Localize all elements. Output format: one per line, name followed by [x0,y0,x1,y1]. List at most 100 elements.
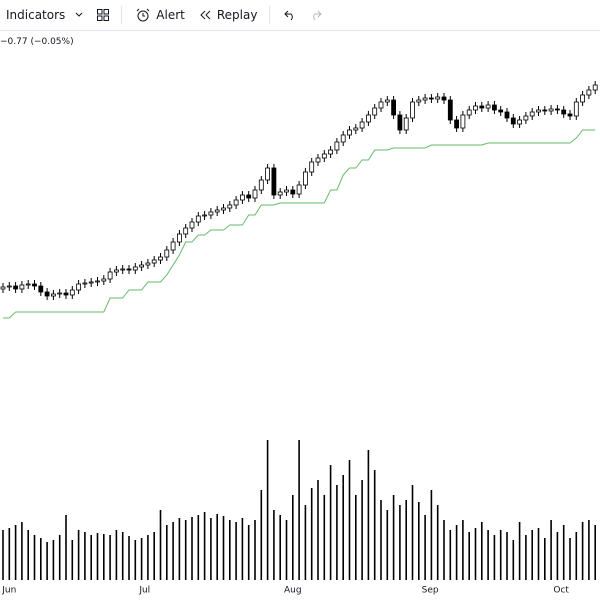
candle-body [353,127,359,131]
candle-body [126,268,132,271]
candle-body [485,104,491,109]
candle-body [416,99,422,103]
candle-body [252,189,258,199]
candle-body [6,285,12,288]
alarm-icon [136,8,150,22]
candle-body [95,280,100,283]
candle-body [145,262,151,266]
candle-body [359,121,365,129]
candle-body [561,109,567,115]
candle-body [384,99,390,103]
candle-body [365,114,371,123]
alert-button[interactable]: Alert [136,8,185,22]
legend-change: −0.77 (−0.05%) [0,37,74,47]
stop-line [3,129,596,319]
candle-body [19,284,25,290]
candle-body [403,117,409,131]
candle-body [132,266,138,271]
candle-body [302,171,308,186]
candle-body [334,141,340,151]
candle-body [233,199,239,206]
candle-body [158,256,163,261]
candle-body [504,111,510,119]
candle-body [189,221,195,229]
indicators-label: Indicators [6,8,66,22]
candle-body [82,282,88,285]
indicators-button[interactable]: Indicators [6,8,83,22]
candle-body [57,292,63,295]
candle-body [340,134,346,143]
candle-body [391,99,397,116]
candle-body [195,215,201,223]
candle-body [258,179,264,191]
candle-body [208,211,214,216]
x-tick-label: Jul [138,586,150,596]
candle-body [529,111,535,117]
toolbar: Indicators Alert Replay [0,0,600,31]
candle-body [435,96,441,100]
replay-label: Replay [216,8,258,22]
alert-label: Alert [156,8,185,22]
candle-body [227,204,233,209]
candle-body [76,283,81,291]
candle-body [101,278,107,282]
candle-body [491,104,497,111]
candle-body [347,129,352,136]
candle-body [378,101,384,109]
candle-body [321,153,327,159]
candle-body [428,97,434,100]
candle-body [548,108,554,112]
candle-body [284,189,289,193]
candle-body [542,109,548,112]
candle-body [498,109,504,113]
candle-body [454,119,460,129]
candle-body [51,293,56,297]
candle-body [296,184,302,195]
candle-body [422,97,428,101]
candle-body [479,105,485,109]
candle-body [573,101,579,117]
candle-body [38,285,44,293]
replay-icon [200,10,211,20]
x-tick-label: Sep [422,586,439,596]
replay-button[interactable]: Replay [199,8,258,22]
candle-body [309,161,315,173]
x-tick-label: Aug [284,586,302,596]
candle-body [13,285,19,290]
candle-body [536,109,541,113]
candle-body [555,108,560,111]
candle-body [372,107,378,116]
candle-body [277,191,283,196]
candle-body [397,114,403,131]
candle-body [510,117,516,125]
candle-body [290,189,296,195]
candle-body [32,283,37,287]
candle-body [151,259,157,264]
candle-body [567,113,573,117]
candle-body [176,233,182,243]
candle-body [114,269,119,273]
candle-body [170,241,176,251]
candle-body [441,96,447,101]
chevron [75,12,83,17]
candle-body [466,109,472,116]
candle-body [202,214,208,217]
candle-body [0,286,6,290]
candle-body [25,283,31,286]
candle-body [63,292,69,296]
candle-body [88,281,94,284]
candle-body [315,157,321,163]
redo-icon[interactable] [310,10,323,20]
candle-body [265,167,271,181]
x-tick-label: Jun [1,586,16,596]
candle-body [586,89,592,96]
undo-icon[interactable] [284,10,296,20]
candle-body [221,207,226,211]
candle-body [447,99,453,121]
candle-body [164,249,170,258]
candle-body [592,84,598,91]
candle-body [139,264,145,268]
layout-icon[interactable] [97,9,110,21]
